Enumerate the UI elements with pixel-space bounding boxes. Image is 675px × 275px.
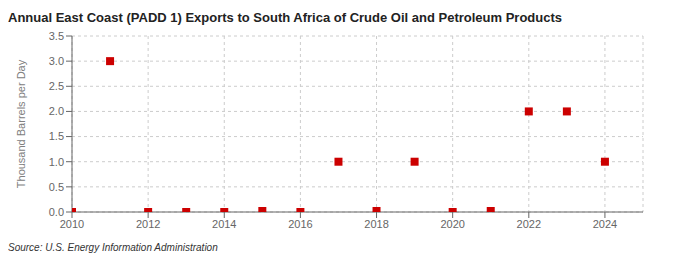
svg-text:0.0: 0.0	[49, 206, 64, 218]
svg-text:3.0: 3.0	[49, 55, 64, 67]
svg-text:3.5: 3.5	[49, 30, 64, 42]
svg-text:2018: 2018	[364, 218, 388, 230]
svg-text:1.0: 1.0	[49, 156, 64, 168]
svg-text:2.0: 2.0	[49, 105, 64, 117]
svg-text:2.5: 2.5	[49, 80, 64, 92]
svg-text:Thousand Barrels per Day: Thousand Barrels per Day	[15, 59, 27, 188]
html-text:Annual East Coast (PADD 1) Exp: Annual East Coast (PADD 1) Exports to So…	[8, 10, 562, 25]
svg-text:2020: 2020	[440, 218, 464, 230]
svg-text:2022: 2022	[517, 218, 541, 230]
svg-text:2024: 2024	[593, 218, 617, 230]
svg-text:2010: 2010	[60, 218, 84, 230]
svg-text:1.5: 1.5	[49, 130, 64, 142]
svg-text:0.5: 0.5	[49, 181, 64, 193]
svg-text:2012: 2012	[136, 218, 160, 230]
svg-text:2016: 2016	[288, 218, 312, 230]
html-text:Source: U.S. Energy Informatio: Source: U.S. Energy Information Administ…	[8, 242, 218, 253]
svg-text:2014: 2014	[212, 218, 236, 230]
